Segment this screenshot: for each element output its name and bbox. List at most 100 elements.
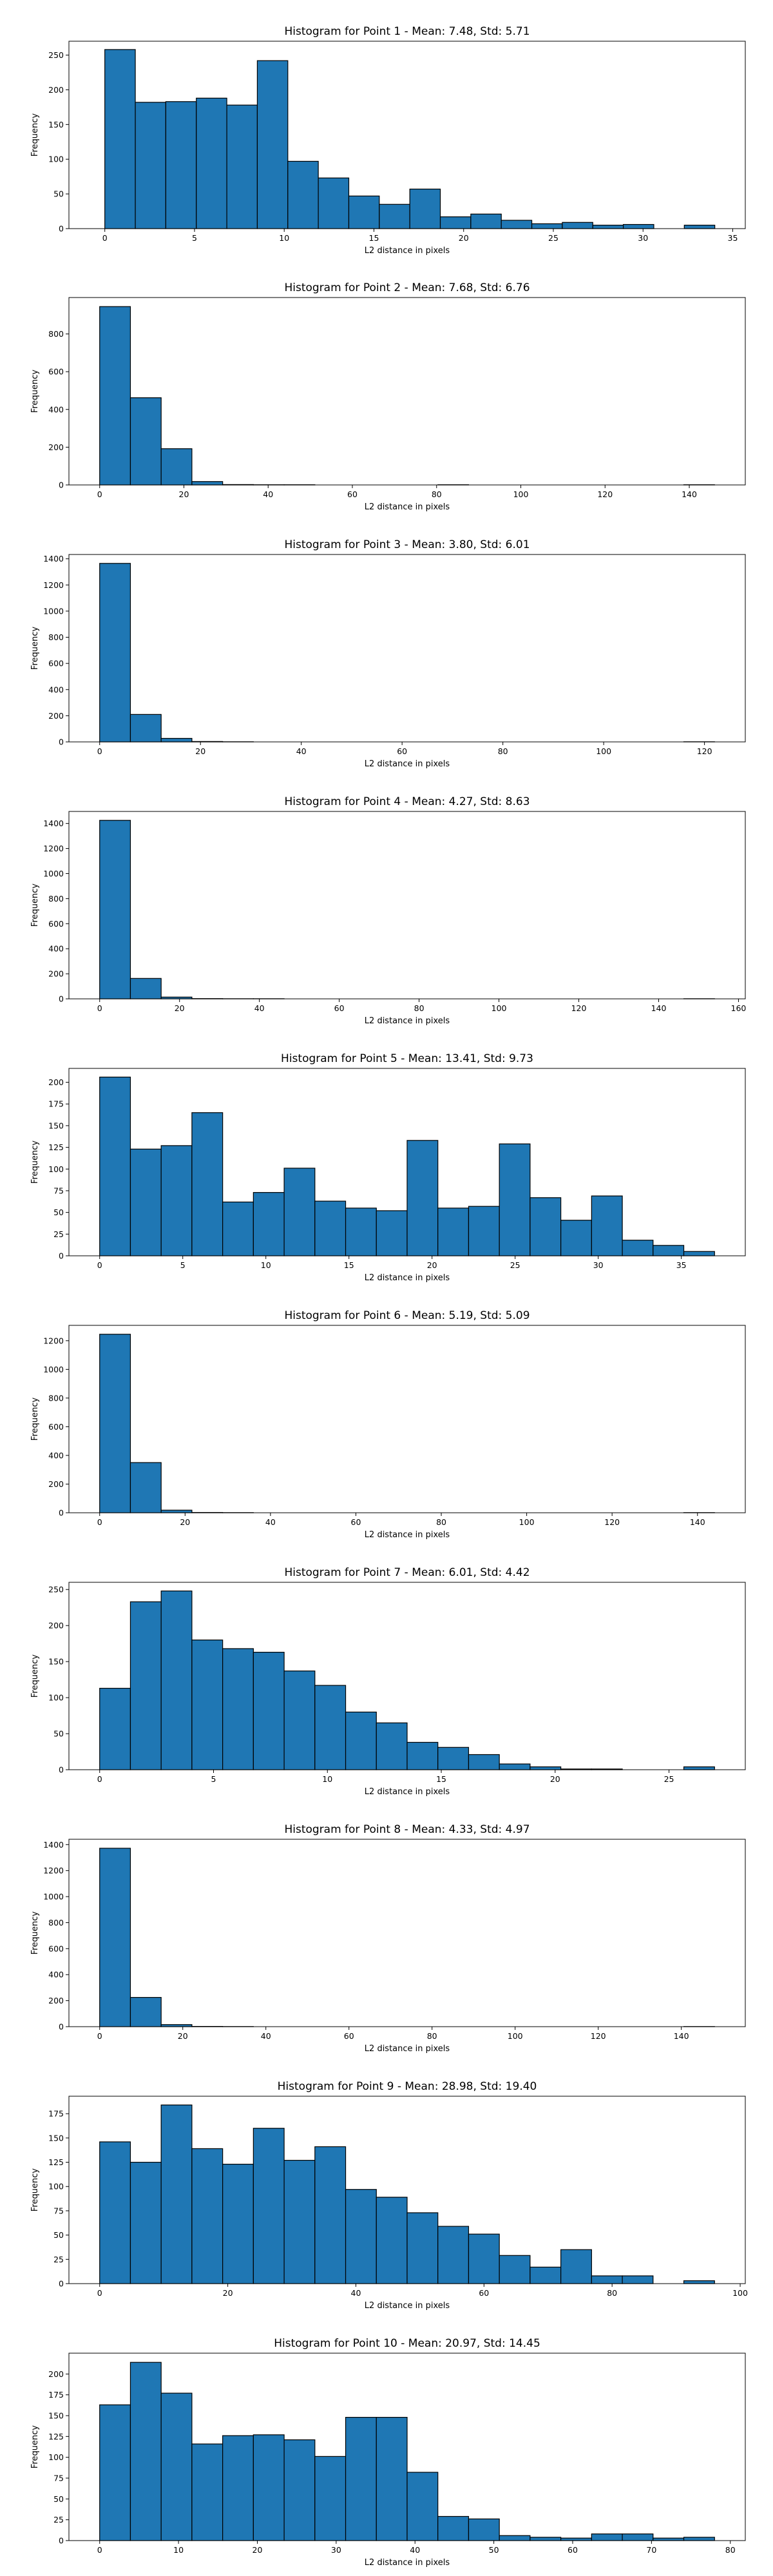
x-tick-label: 50: [489, 2545, 499, 2555]
chart-title: Histogram for Point 5 - Mean: 13.41, Std…: [281, 1052, 533, 1065]
histogram-point-2: Histogram for Point 2 - Mean: 7.68, Std:…: [30, 281, 746, 512]
histogram-point-1: Histogram for Point 1 - Mean: 7.48, Std:…: [30, 25, 746, 256]
chart-title: Histogram for Point 9 - Mean: 28.98, Std…: [278, 2080, 537, 2093]
y-axis-label: Frequency: [30, 1397, 40, 1441]
x-axis-label: L2 distance in pixels: [365, 1787, 450, 1797]
y-tick-label: 25: [53, 2515, 64, 2524]
y-tick-label: 600: [48, 659, 64, 668]
x-tick-label: 160: [731, 1003, 747, 1013]
histogram-bar: [129, 397, 162, 486]
histogram-bar: [560, 2537, 592, 2541]
histogram-bar: [191, 2148, 224, 2284]
bars: [99, 563, 715, 743]
y-tick-label: 800: [48, 1393, 64, 1403]
x-axis: 0 20 40 60 80 100: [97, 2284, 748, 2298]
y-tick-label: 0: [59, 737, 64, 747]
y-tick-label: 200: [48, 2369, 64, 2379]
x-tick-label: 10: [279, 233, 289, 243]
histogram-point-6: Histogram for Point 6 - Mean: 5.19, Std:…: [30, 1309, 746, 1540]
x-tick-label: 120: [604, 1517, 620, 1527]
x-tick-label: 0: [97, 1003, 102, 1013]
plot-frame: [68, 41, 746, 229]
x-tick-label: 0: [97, 489, 102, 499]
histogram-bar: [160, 737, 193, 743]
x-axis-label: L2 distance in pixels: [365, 1530, 450, 1540]
histogram-bar: [99, 1076, 131, 1256]
y-tick-label: 150: [48, 1657, 64, 1667]
histogram-bar: [437, 1747, 470, 1770]
y-axis: 0 50 100 150 200 250: [48, 50, 69, 234]
y-tick-label: 0: [59, 224, 64, 234]
chart-title: Histogram for Point 3 - Mean: 3.80, Std:…: [284, 538, 530, 551]
y-tick-label: 125: [48, 2157, 64, 2167]
histogram-bar: [129, 1996, 162, 2027]
histogram-bar: [196, 97, 227, 229]
x-tick-label: 5: [211, 1774, 216, 1784]
x-axis: 0 20 40 60 80 100 120 140: [97, 1513, 705, 1527]
y-tick-label: 0: [59, 1765, 64, 1775]
x-tick-label: 25: [664, 1774, 674, 1784]
x-tick-label: 0: [97, 2288, 102, 2298]
histogram-bar: [314, 2456, 347, 2541]
histogram-bar: [499, 1143, 531, 1256]
histogram-bar: [591, 2533, 623, 2541]
x-tick-label: 60: [568, 2545, 578, 2555]
bars: [104, 49, 716, 229]
histogram-bar: [499, 1763, 531, 1770]
histogram-bar: [499, 2255, 531, 2284]
y-tick-label: 800: [48, 894, 64, 904]
histogram-bar: [499, 2535, 531, 2541]
histogram-bar: [623, 223, 654, 229]
y-tick-label: 25: [53, 1229, 64, 1239]
bars: [99, 306, 715, 486]
x-axis-label: L2 distance in pixels: [365, 2301, 450, 2311]
y-tick-label: 800: [48, 632, 64, 642]
y-tick-label: 200: [48, 969, 64, 979]
y-tick-label: 600: [48, 919, 64, 929]
x-tick-label: 80: [432, 489, 442, 499]
histogram-bar: [562, 222, 593, 229]
x-axis-label: L2 distance in pixels: [365, 2044, 450, 2054]
histogram-point-8: Histogram for Point 8 - Mean: 4.33, Std:…: [30, 1823, 746, 2054]
x-axis: 0 5 10 15 20 25 30 35: [97, 1256, 687, 1270]
y-tick-label: 200: [48, 1996, 64, 2005]
plot-frame: [68, 297, 746, 486]
bars: [99, 1848, 715, 2027]
histogram-bar: [437, 2226, 470, 2284]
x-tick-label: 20: [550, 1774, 560, 1784]
x-tick-label: 100: [732, 2288, 748, 2298]
x-tick-label: 20: [223, 2288, 233, 2298]
histogram-bar: [531, 223, 563, 229]
histogram-bar: [104, 49, 136, 229]
y-tick-label: 125: [48, 2432, 64, 2441]
x-tick-label: 10: [173, 2545, 184, 2555]
histogram-bar: [376, 1210, 408, 1256]
y-tick-label: 800: [48, 1918, 64, 1927]
histogram-bar: [437, 2515, 470, 2541]
x-tick-label: 40: [261, 2031, 271, 2041]
bars: [99, 1076, 715, 1256]
histogram-bar: [314, 2146, 347, 2284]
y-tick-label: 200: [48, 1621, 64, 1631]
x-tick-label: 20: [179, 489, 189, 499]
x-tick-label: 100: [508, 2031, 523, 2041]
x-tick-label: 5: [180, 1260, 186, 1270]
y-tick-label: 400: [48, 944, 64, 954]
x-tick-label: 0: [97, 1260, 102, 1270]
histogram-bar: [468, 2518, 500, 2541]
y-axis: 0 50 100 150 200 250: [48, 1585, 69, 1775]
histogram-bar: [468, 2233, 500, 2284]
plot-frame: [68, 554, 746, 743]
y-axis: 0 200 400 600 800 1000 1200 1400: [43, 1840, 69, 2032]
y-axis-label: Frequency: [30, 1141, 40, 1184]
histogram-bar: [379, 204, 410, 229]
x-tick-label: 20: [180, 1517, 190, 1527]
histogram-bar: [191, 2443, 224, 2541]
x-tick-label: 15: [344, 1260, 354, 1270]
x-axis-label: L2 distance in pixels: [365, 246, 450, 256]
y-tick-label: 400: [48, 404, 64, 414]
y-tick-label: 50: [53, 1729, 64, 1739]
x-tick-label: 20: [175, 1003, 185, 1013]
x-tick-label: 140: [682, 489, 697, 499]
x-tick-label: 100: [596, 746, 611, 756]
